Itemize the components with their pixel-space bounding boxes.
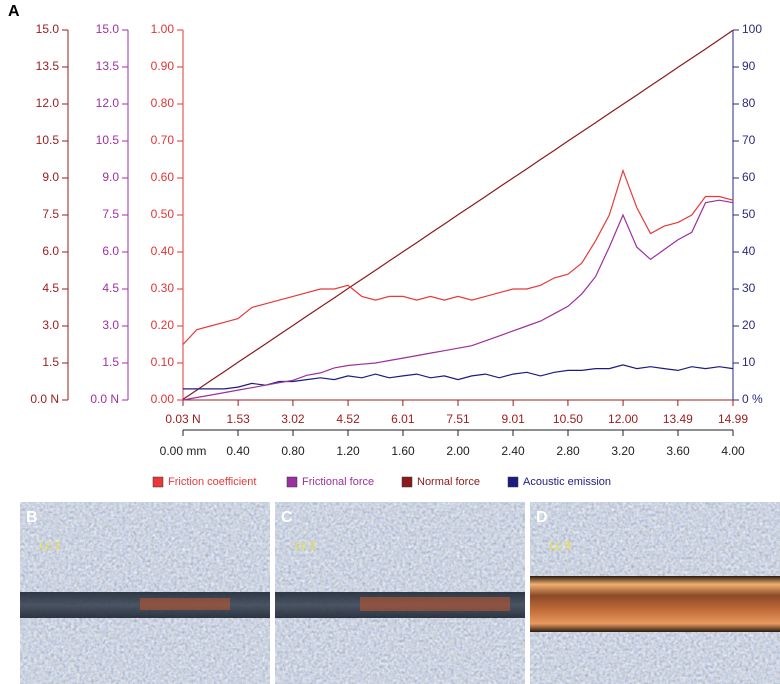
x2-tick-label: 1.53 [226, 412, 250, 426]
panel-label: A [8, 3, 20, 20]
y-tick-label: 15.0 [96, 22, 120, 36]
y-tick-label: 10 [742, 355, 756, 369]
y-tick-label: 7.5 [42, 207, 59, 221]
copper-spot [360, 597, 510, 611]
micrographs [20, 502, 780, 684]
x-tick-label: 0.00 mm [160, 444, 207, 458]
x2-tick-label: 6.01 [391, 412, 415, 426]
x-tick-label: 2.00 [446, 444, 470, 458]
y-tick-label: 6.0 [102, 244, 119, 258]
panel-caption: Lc 3 [550, 540, 571, 552]
x2-tick-label: 9.01 [501, 412, 525, 426]
y-tick-label: 70 [742, 133, 756, 147]
x2-tick-label: 14.99 [718, 412, 748, 426]
y-tick-label: 4.5 [42, 281, 59, 295]
legend-label: Friction coefficient [168, 476, 256, 488]
data-line [182, 199, 734, 401]
y-tick-label: 0.30 [151, 281, 175, 295]
scratch-track [530, 576, 780, 632]
y-tick-label: 0.20 [151, 318, 175, 332]
x-tick-label: 4.00 [721, 444, 745, 458]
y-tick-label: 3.0 [102, 318, 119, 332]
legend-swatch [286, 476, 298, 488]
y-tick-label: 30 [742, 281, 756, 295]
data-line [182, 168, 734, 345]
micrograph [530, 502, 780, 684]
data-line [182, 29, 734, 400]
x-tick-label: 0.40 [226, 444, 250, 458]
x2-tick-label: 3.02 [281, 412, 305, 426]
legend-label: Acoustic emission [523, 476, 611, 488]
micrograph [275, 502, 525, 684]
y-tick-label: 13.5 [36, 59, 60, 73]
data-line [183, 364, 734, 390]
x2-tick-label: 12.00 [608, 412, 638, 426]
y-tick-label: 9.0 [42, 170, 59, 184]
y-tick-label: 0.00 [151, 392, 175, 406]
y-tick-label: 12.0 [36, 96, 60, 110]
y-tick-label: 15.0 [36, 22, 60, 36]
y-tick-label: 6.0 [42, 244, 59, 258]
legend-swatch [507, 476, 519, 488]
y-tick-label: 90 [742, 59, 756, 73]
legend-label: Normal force [417, 476, 480, 488]
x-tick-label: 0.80 [281, 444, 305, 458]
y-tick-label: 1.5 [42, 355, 59, 369]
panel-label: D [536, 509, 548, 526]
y-tick-label: 50 [742, 207, 756, 221]
legend-label: Frictional force [302, 476, 374, 488]
x2-tick-label: 4.52 [336, 412, 360, 426]
copper-spot [140, 598, 230, 610]
x-tick-label: 2.40 [501, 444, 525, 458]
y-tick-label: 0.60 [151, 170, 175, 184]
y-tick-label: 0.0 N [30, 392, 59, 406]
y-tick-label: 100 [742, 22, 762, 36]
y-tick-label: 3.0 [42, 318, 59, 332]
y-tick-label: 20 [742, 318, 756, 332]
y-tick-label: 60 [742, 170, 756, 184]
y-tick-label: 7.5 [102, 207, 119, 221]
x-tick-label: 3.60 [666, 444, 690, 458]
x-tick-label: 2.80 [556, 444, 580, 458]
panel-label: B [26, 509, 38, 526]
legend-swatch [152, 476, 164, 488]
y-tick-label: 1.00 [151, 22, 175, 36]
x2-tick-label: 7.51 [446, 412, 470, 426]
y-tick-label: 13.5 [96, 59, 120, 73]
y-tick-label: 0.80 [151, 96, 175, 110]
y-tick-label: 0.0 N [90, 392, 119, 406]
y-tick-label: 0.70 [151, 133, 175, 147]
x2-tick-label: 13.49 [663, 412, 693, 426]
y-tick-label: 80 [742, 96, 756, 110]
y-tick-label: 9.0 [102, 170, 119, 184]
y-tick-label: 0 % [742, 392, 763, 406]
panel-label: C [281, 509, 293, 526]
y-tick-label: 10.5 [36, 133, 60, 147]
y-tick-label: 0.90 [151, 59, 175, 73]
x-tick-label: 1.20 [336, 444, 360, 458]
y-tick-label: 1.5 [102, 355, 119, 369]
panel-caption: Lc 1 [40, 540, 61, 552]
y-tick-label: 0.10 [151, 355, 175, 369]
y-tick-label: 4.5 [102, 281, 119, 295]
x2-tick-label: 0.03 N [165, 412, 200, 426]
y-tick-label: 10.5 [96, 133, 120, 147]
legend-swatch [401, 476, 413, 488]
y-tick-label: 40 [742, 244, 756, 258]
y-tick-label: 0.50 [151, 207, 175, 221]
y-tick-label: 12.0 [96, 96, 120, 110]
x-tick-label: 1.60 [391, 444, 415, 458]
x-tick-label: 3.20 [611, 444, 635, 458]
micrograph [20, 502, 270, 684]
x2-tick-label: 10.50 [553, 412, 583, 426]
panel-caption: Lc 2 [295, 540, 316, 552]
y-tick-label: 0.40 [151, 244, 175, 258]
